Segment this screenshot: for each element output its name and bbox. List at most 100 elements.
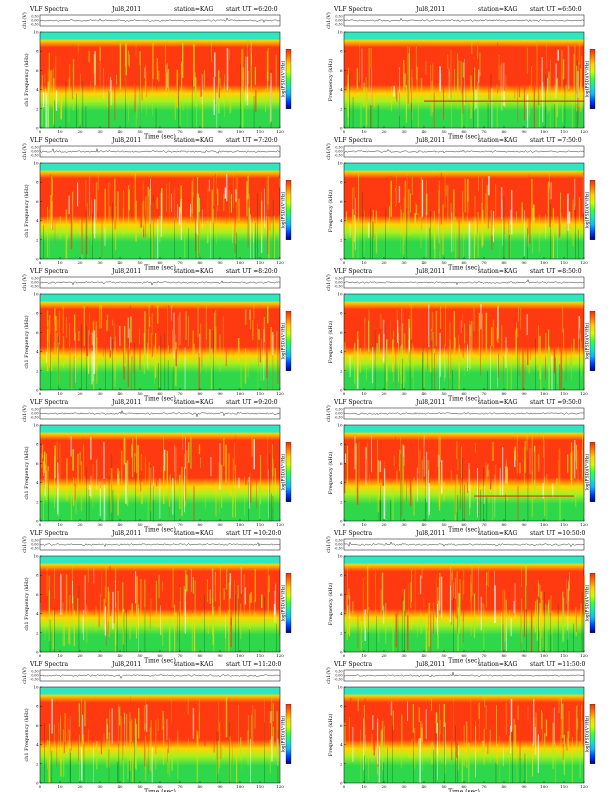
spectral-streak — [403, 353, 405, 390]
spectral-streak — [502, 589, 504, 625]
spectral-streak — [487, 216, 489, 229]
spectral-streak — [148, 444, 150, 473]
spectral-streak — [509, 609, 511, 627]
spectral-streak — [134, 64, 136, 113]
spectral-streak — [109, 566, 111, 616]
spectral-streak — [78, 703, 80, 727]
panel-station: station=KAG — [174, 530, 213, 537]
spectral-dropout — [535, 338, 536, 390]
spectral-streak — [463, 569, 465, 594]
spectral-streak — [506, 466, 508, 497]
x-tick-label: 10 — [57, 522, 63, 527]
spectral-dropout — [153, 195, 154, 259]
spectral-streak — [203, 70, 205, 88]
x-tick-label: 80 — [501, 653, 507, 658]
spectral-streak — [581, 704, 583, 751]
spectral-streak — [230, 462, 232, 473]
x-tick-label: 100 — [540, 653, 548, 658]
colorbar-label: log(PSD)(V²/Hz) — [280, 322, 287, 359]
spectral-streak — [440, 306, 442, 330]
trace-tick-label: -0.30 — [334, 23, 342, 27]
panel-start-ut: start UT =10:50:0 — [530, 530, 586, 537]
panel-title: VLF Spectra — [29, 268, 69, 275]
spectral-streak — [272, 443, 274, 469]
spectral-streak — [172, 329, 173, 373]
spectral-streak — [511, 190, 513, 235]
x-tick-label: 110 — [560, 129, 568, 134]
y-tick-label: 2 — [36, 237, 39, 242]
spectral-streak — [77, 182, 79, 207]
spectral-streak — [203, 568, 204, 608]
spectral-streak — [129, 54, 130, 68]
spectral-dropout — [577, 61, 578, 128]
y-tick-label: 0 — [36, 519, 39, 524]
spectral-dropout — [43, 224, 44, 259]
spectral-dropout — [276, 623, 277, 652]
spectral-streak — [509, 735, 511, 748]
spectral-streak — [66, 458, 68, 501]
spectral-streak — [399, 67, 400, 116]
spectral-dropout — [413, 741, 414, 783]
y-tick-label: 8 — [340, 49, 343, 54]
spectral-streak — [385, 603, 387, 644]
spectral-dropout — [425, 474, 427, 521]
spectral-streak — [404, 180, 407, 233]
spectral-streak — [451, 94, 452, 128]
spectral-streak — [236, 177, 238, 230]
spectral-streak — [63, 729, 65, 777]
spectral-streak — [127, 350, 129, 388]
spectral-streak — [383, 468, 386, 520]
spectral-streak — [67, 718, 69, 757]
y-axis-label: ch1 Frequency (kHz) — [23, 184, 30, 237]
spectral-streak — [392, 339, 394, 372]
x-tick-label: 80 — [197, 784, 203, 789]
spectral-dropout — [401, 596, 403, 652]
spectral-dropout — [495, 762, 497, 783]
spectral-streak — [78, 51, 81, 85]
spectral-streak — [174, 187, 175, 234]
spectral-streak — [479, 706, 480, 741]
spectral-streak — [146, 704, 148, 733]
spectral-streak — [424, 444, 425, 457]
spectral-streak — [473, 593, 476, 638]
spectral-streak — [181, 466, 183, 517]
spectral-streak — [559, 485, 561, 521]
colorbar — [589, 180, 596, 240]
spectral-streak — [125, 43, 127, 76]
spectral-streak — [549, 187, 551, 227]
spectral-streak — [499, 65, 501, 90]
y-tick-label: 10 — [33, 161, 39, 166]
spectral-streak — [400, 456, 401, 481]
y-tick-label: 6 — [340, 461, 343, 466]
spectral-streak — [52, 199, 54, 230]
trace-tick-label: 0.30 — [335, 539, 342, 543]
y-tick-label: 0 — [340, 650, 343, 655]
spectral-dropout — [387, 747, 388, 783]
y-tick-label: 4 — [340, 349, 343, 354]
spectral-streak — [482, 740, 484, 753]
spectral-streak — [498, 54, 500, 81]
spectral-streak — [346, 211, 348, 239]
spectral-streak — [368, 48, 370, 90]
x-tick-label: 50 — [441, 784, 447, 789]
spectral-streak — [565, 84, 567, 95]
spectral-dropout — [264, 722, 265, 783]
spectral-streak — [470, 75, 472, 119]
panel-title: VLF Spectra — [333, 137, 373, 144]
spectral-streak — [558, 448, 561, 489]
spectral-streak — [532, 743, 534, 777]
spectral-dropout — [362, 191, 363, 259]
spectral-streak — [170, 596, 172, 610]
spectral-streak — [529, 703, 531, 719]
spectral-streak — [91, 332, 94, 345]
y-tick-label: 0 — [36, 126, 39, 131]
spectral-streak — [566, 738, 568, 760]
spectral-streak — [54, 724, 55, 758]
spectral-streak — [70, 204, 73, 250]
spectral-streak — [454, 337, 456, 348]
y-tick-label: 6 — [36, 330, 39, 335]
x-tick-label: 120 — [580, 653, 588, 658]
spectral-streak — [261, 205, 262, 244]
spectral-dropout — [248, 481, 249, 521]
spectral-dropout — [385, 208, 386, 259]
